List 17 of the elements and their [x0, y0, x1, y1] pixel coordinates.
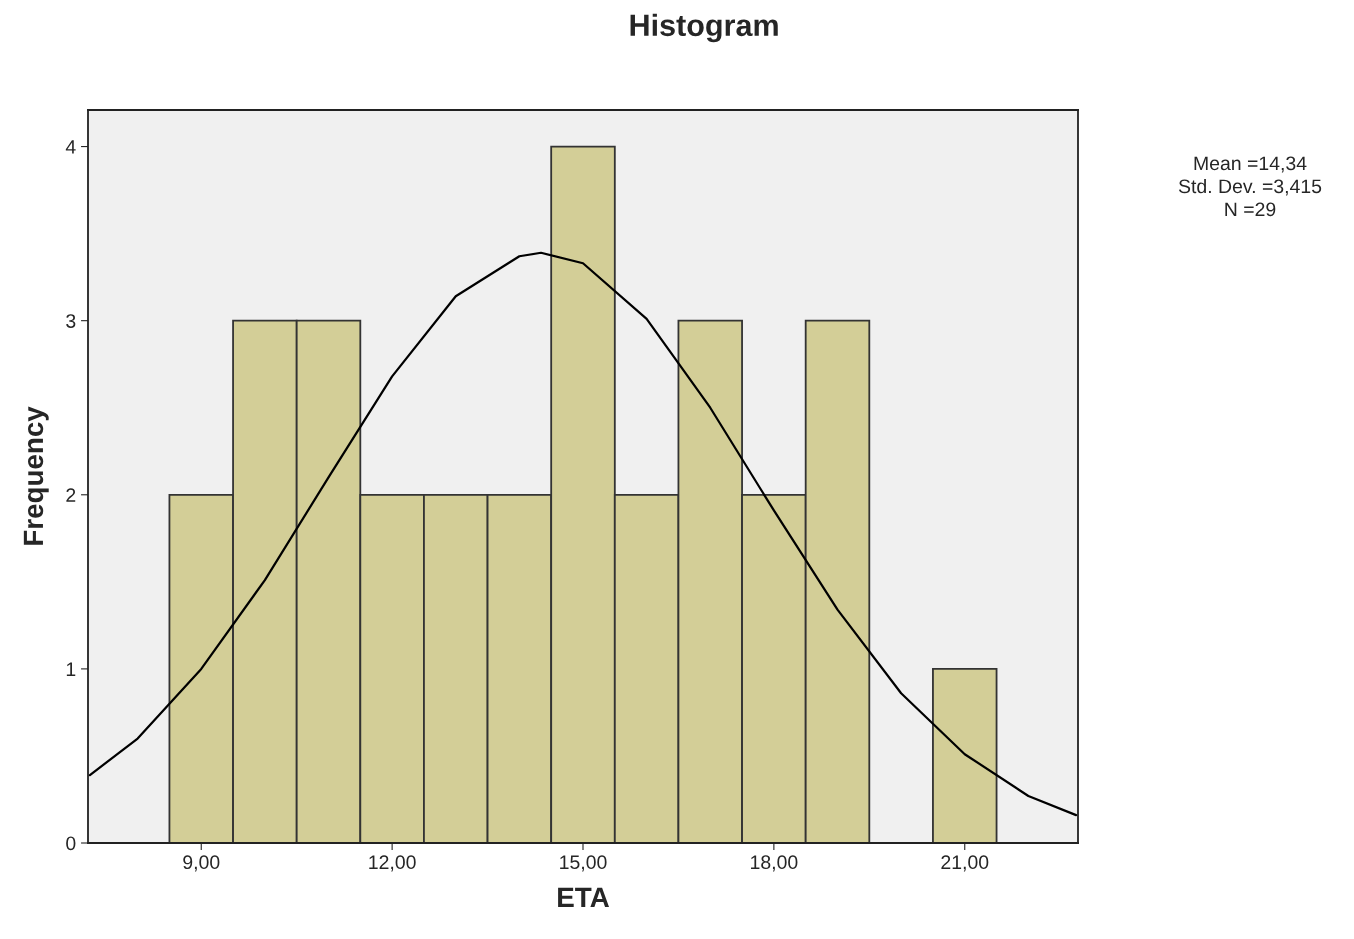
y-tick-label: 4 — [65, 140, 76, 154]
text: Std. Dev. =3,415 — [1178, 178, 1322, 196]
text: N =29 — [1225, 202, 1276, 217]
y-tick-label: 2 — [66, 488, 76, 502]
y-tick-label: 3 — [66, 314, 76, 328]
x-axis-title: ETA — [558, 887, 610, 907]
x-tick-label: 15,00 — [560, 855, 607, 872]
x-tick-label: 21,00 — [941, 855, 989, 872]
x-tick-label: 18,00 — [751, 855, 798, 872]
chart-title: Histogram — [630, 13, 778, 43]
line-series — [88, 251, 1078, 817]
y-tick-label: 1 — [66, 662, 76, 676]
y-axis-title: Frequency — [23, 406, 49, 545]
y-tick-label: 0 — [66, 836, 76, 851]
text: Mean =14,34 — [1194, 156, 1307, 173]
x-tick-label: 9,00 — [183, 855, 220, 872]
x-tick-label: 12,00 — [369, 855, 416, 872]
